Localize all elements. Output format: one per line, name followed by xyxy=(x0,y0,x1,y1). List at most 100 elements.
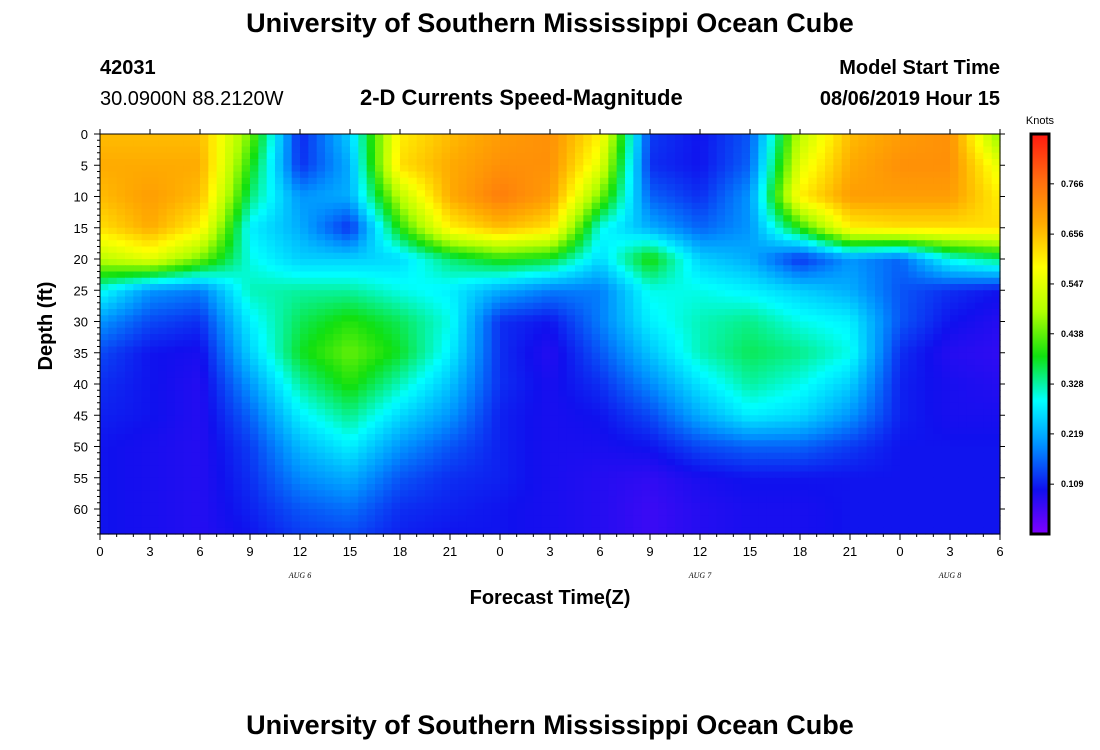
heatmap-cell xyxy=(316,340,326,348)
heatmap-cell xyxy=(400,302,409,310)
heatmap-cell xyxy=(950,365,959,373)
heatmap-cell xyxy=(541,390,551,398)
heatmap-cell xyxy=(650,152,659,160)
heatmap-cell xyxy=(566,159,576,166)
heatmap-cell xyxy=(208,321,218,329)
heatmap-cell xyxy=(291,202,301,210)
heatmap-cell xyxy=(216,315,226,323)
heatmap-cell xyxy=(908,240,918,248)
heatmap-cell xyxy=(116,221,126,229)
heatmap-cell xyxy=(550,152,559,160)
heatmap-cell xyxy=(316,252,326,260)
heatmap-cell xyxy=(766,371,776,379)
heatmap-cell xyxy=(166,159,176,166)
heatmap-cell xyxy=(641,227,651,235)
heatmap-cell xyxy=(175,265,184,273)
heatmap-cell xyxy=(308,296,318,304)
heatmap-cell xyxy=(725,190,734,198)
heatmap-cell xyxy=(250,284,259,291)
heatmap-cell xyxy=(808,227,818,235)
heatmap-cell xyxy=(325,277,334,285)
heatmap-cell xyxy=(750,271,759,279)
heatmap-cell xyxy=(891,402,901,410)
heatmap-cell xyxy=(191,146,201,154)
heatmap-cell xyxy=(400,159,409,166)
heatmap-cell xyxy=(800,152,809,160)
heatmap-cell xyxy=(925,190,934,198)
heatmap-cell xyxy=(133,171,143,179)
heatmap-cell xyxy=(450,271,459,279)
heatmap-cell xyxy=(225,421,234,429)
heatmap-cell xyxy=(991,227,1001,235)
heatmap-cell xyxy=(625,409,634,416)
heatmap-cell xyxy=(325,184,334,191)
heatmap-cell xyxy=(225,177,234,185)
heatmap-cell xyxy=(691,171,701,179)
heatmap-cell xyxy=(416,252,426,260)
heatmap-cell xyxy=(916,284,926,291)
heatmap-cell xyxy=(800,146,809,154)
heatmap-cell xyxy=(250,159,259,166)
heatmap-cell xyxy=(266,202,276,210)
heatmap-cell xyxy=(750,227,759,235)
heatmap-cell xyxy=(616,346,626,354)
heatmap-cell xyxy=(466,259,476,266)
heatmap-cell xyxy=(950,221,959,229)
heatmap-cell xyxy=(358,309,368,316)
heatmap-cell xyxy=(591,384,601,391)
heatmap-cell xyxy=(616,277,626,285)
heatmap-cell xyxy=(316,352,326,360)
heatmap-cell xyxy=(858,184,868,191)
heatmap-cell xyxy=(791,346,801,354)
heatmap-cell xyxy=(791,184,801,191)
heatmap-cell xyxy=(450,246,459,254)
heatmap-cell xyxy=(575,371,584,379)
heatmap-cell xyxy=(725,415,734,423)
heatmap-cell xyxy=(458,277,468,285)
heatmap-cell xyxy=(658,352,668,360)
heatmap-cell xyxy=(858,221,868,229)
heatmap-cell xyxy=(366,284,376,291)
heatmap-cell xyxy=(208,290,218,298)
heatmap-cell xyxy=(333,309,343,316)
heatmap-cell xyxy=(791,402,801,410)
heatmap-cell xyxy=(775,359,784,366)
heatmap-cell xyxy=(450,159,459,166)
heatmap-cell xyxy=(416,259,426,266)
heatmap-cell xyxy=(550,302,559,310)
heatmap-cell xyxy=(333,284,343,291)
heatmap-cell xyxy=(525,190,534,198)
heatmap-cell xyxy=(183,209,193,216)
heatmap-cell xyxy=(683,309,693,316)
heatmap-cell xyxy=(666,190,676,198)
heatmap-cell xyxy=(191,240,201,248)
heatmap-cell xyxy=(191,202,201,210)
heatmap-cell xyxy=(600,365,609,373)
heatmap-cell xyxy=(816,371,826,379)
heatmap-cell xyxy=(441,202,451,210)
heatmap-cell xyxy=(283,246,293,254)
heatmap-cell xyxy=(600,146,609,154)
heatmap-cell xyxy=(100,277,109,285)
heatmap-cell xyxy=(641,171,651,179)
heatmap-cell xyxy=(950,359,959,366)
heatmap-cell xyxy=(308,165,318,173)
heatmap-cell xyxy=(158,384,168,391)
heatmap-cell xyxy=(466,290,476,298)
heatmap-cell xyxy=(500,365,509,373)
heatmap-cell xyxy=(508,340,518,348)
heatmap-cell xyxy=(350,202,359,210)
heatmap-cell xyxy=(391,284,401,291)
heatmap-cell xyxy=(175,309,184,316)
heatmap-cell xyxy=(200,346,209,354)
heatmap-cell xyxy=(400,377,409,385)
heatmap-cell xyxy=(408,159,418,166)
heatmap-cell xyxy=(458,377,468,385)
heatmap-cell xyxy=(891,159,901,166)
heatmap-cell xyxy=(375,334,384,341)
heatmap-cell xyxy=(516,290,526,298)
heatmap-cell xyxy=(775,396,784,404)
heatmap-cell xyxy=(633,152,643,160)
heatmap-cell xyxy=(941,165,951,173)
heatmap-cell xyxy=(141,271,151,279)
